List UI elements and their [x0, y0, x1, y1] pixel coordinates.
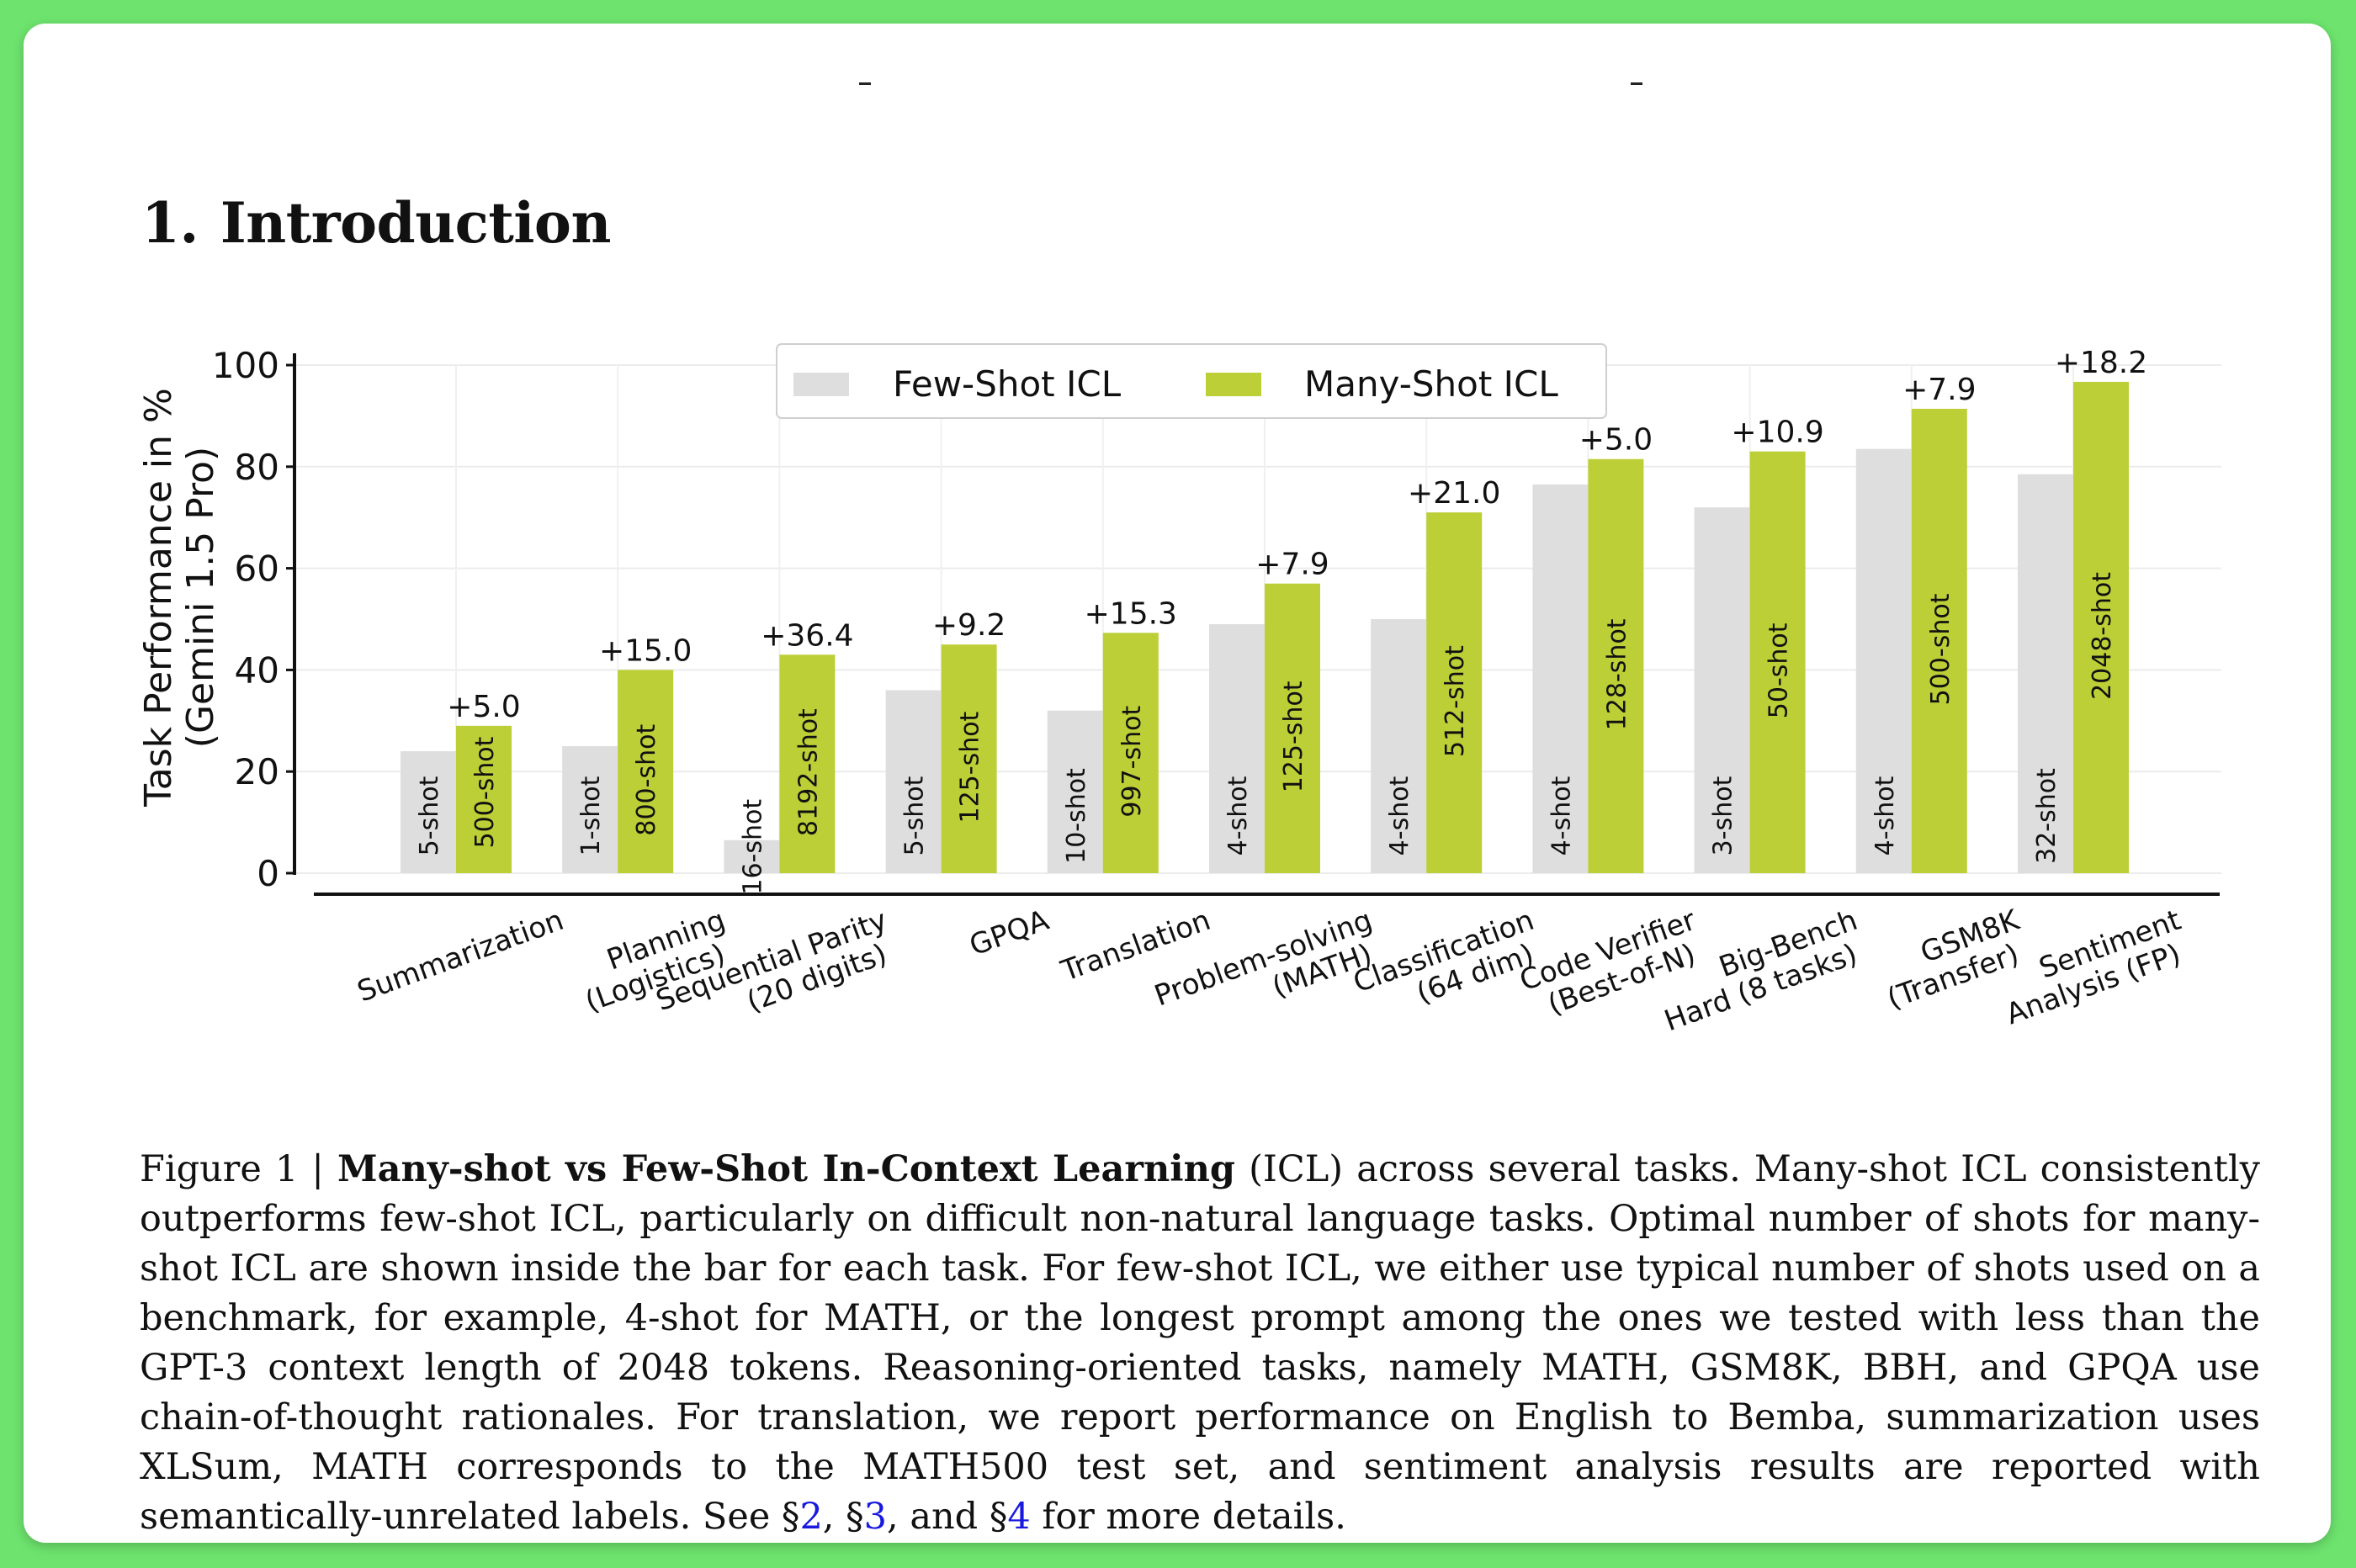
x-category-label-line: GPQA — [965, 903, 1053, 963]
y-tick-label: 40 — [235, 649, 279, 691]
bar-many-shot — [941, 644, 997, 873]
gain-label: +21.0 — [1408, 476, 1500, 511]
header-mark-right — [1631, 82, 1642, 85]
bar-many-shot — [1911, 408, 1967, 874]
bar-few-shot — [885, 690, 942, 873]
few-shot-count: 10-shot — [1062, 768, 1091, 864]
many-shot-count: 125-shot — [956, 711, 985, 823]
y-tick-label: 80 — [235, 447, 279, 488]
few-shot-count: 1-shot — [576, 776, 606, 856]
gain-label: +15.3 — [1085, 596, 1177, 631]
many-shot-count: 125-shot — [1279, 681, 1308, 792]
gain-label: +36.4 — [761, 618, 853, 653]
gain-label: +5.0 — [1579, 423, 1653, 458]
x-category-label-line: Summarization — [353, 903, 568, 1009]
section-link-2[interactable]: 2 — [799, 1496, 823, 1538]
figure-caption: Figure 1 | Many-shot vs Few-Shot In-Cont… — [140, 1145, 2260, 1542]
bar-many-shot — [779, 654, 836, 873]
gain-label: +15.0 — [599, 633, 692, 668]
few-shot-count: 5-shot — [415, 776, 444, 856]
bar-many-shot — [1588, 458, 1644, 873]
many-shot-count: 2048-shot — [2088, 572, 2117, 700]
section-number: 1. — [141, 190, 199, 256]
many-shot-count: 997-shot — [1117, 705, 1147, 817]
gain-label: +18.2 — [2055, 346, 2147, 380]
bar-many-shot — [1265, 583, 1320, 873]
many-shot-count: 500-shot — [1926, 593, 1955, 705]
legend-swatch-many-shot — [1206, 373, 1261, 396]
many-shot-count: 50-shot — [1764, 622, 1794, 718]
paper-page: 1. Introduction 0 20 40 60 80 100 Task Performa… — [24, 24, 2331, 1543]
caption-sep-1: , § — [822, 1496, 864, 1538]
few-shot-count: 3-shot — [1709, 776, 1738, 856]
caption-title: Many-shot vs Few-Shot In-Context Learnin… — [337, 1148, 1235, 1190]
section-title-text: Introduction — [220, 190, 612, 256]
bar-many-shot — [456, 725, 512, 873]
gain-label: +10.9 — [1731, 416, 1823, 450]
bar-few-shot — [1047, 710, 1103, 873]
bar-few-shot — [724, 840, 780, 873]
many-shot-count: 800-shot — [632, 724, 661, 836]
legend-label-few-shot: Few-Shot ICL — [893, 363, 1122, 405]
legend-label-many-shot: Many-Shot ICL — [1304, 363, 1558, 405]
bar-few-shot — [2018, 474, 2073, 873]
legend-box — [776, 343, 1607, 419]
many-shot-count: 8192-shot — [793, 708, 823, 836]
many-shot-count: 128-shot — [1602, 618, 1632, 730]
bar-few-shot — [1371, 619, 1427, 873]
few-shot-count: 4-shot — [1385, 776, 1414, 856]
legend-swatch-few-shot — [793, 373, 849, 396]
few-shot-count: 32-shot — [2032, 768, 2062, 864]
bar-few-shot — [1532, 484, 1589, 873]
y-tick-label: 60 — [235, 548, 279, 590]
y-tick-label: 100 — [212, 345, 279, 386]
bar-many-shot — [2073, 381, 2129, 873]
few-shot-count: 4-shot — [1870, 776, 1900, 856]
gain-label: +7.9 — [1902, 373, 1976, 407]
caption-sep-2: , and § — [887, 1496, 1008, 1538]
bar-many-shot — [1749, 451, 1806, 873]
gain-label: +9.2 — [932, 608, 1006, 643]
bar-many-shot — [1426, 512, 1483, 873]
section-link-3[interactable]: 3 — [863, 1496, 887, 1538]
bar-few-shot — [401, 751, 456, 873]
bar-few-shot — [562, 746, 618, 873]
section-heading: 1. Introduction — [141, 190, 611, 256]
many-shot-count: 500-shot — [470, 736, 500, 848]
few-shot-count: 5-shot — [900, 776, 930, 856]
many-shot-count: 512-shot — [1441, 645, 1470, 757]
figure-label: Figure 1 | — [140, 1148, 338, 1190]
caption-body: (ICL) across several tasks. Many-shot IC… — [140, 1148, 2260, 1538]
few-shot-count: 16-shot — [738, 799, 767, 895]
bar-many-shot — [1102, 633, 1159, 873]
few-shot-count: 4-shot — [1223, 776, 1253, 856]
gain-label: +7.9 — [1255, 548, 1329, 582]
bar-few-shot — [1694, 507, 1750, 873]
y-axis-title: Task Performance in %(Gemini 1.5 Pro) — [137, 388, 222, 808]
bar-many-shot — [618, 670, 674, 873]
few-shot-count: 4-shot — [1547, 776, 1576, 856]
bar-few-shot — [1855, 448, 1912, 873]
y-axis-title-line2: (Gemini 1.5 Pro) — [179, 447, 222, 748]
section-link-4[interactable]: 4 — [1007, 1496, 1031, 1538]
y-tick-label: 20 — [235, 751, 279, 792]
x-category-label: GPQA — [965, 903, 1053, 963]
gain-label: +5.0 — [447, 690, 520, 724]
header-mark-left — [859, 82, 871, 85]
caption-end: for more details. — [1030, 1496, 1346, 1538]
bars — [401, 381, 2129, 874]
y-tick-label: 0 — [257, 853, 279, 894]
x-category-label: Planning(Logistics) — [570, 903, 740, 1019]
legend: Few-Shot ICL Many-Shot ICL — [776, 343, 1607, 419]
y-axis-title-line1: Task Performance in % — [137, 388, 180, 808]
x-category-label: Summarization — [353, 903, 568, 1009]
bar-few-shot — [1209, 624, 1265, 873]
